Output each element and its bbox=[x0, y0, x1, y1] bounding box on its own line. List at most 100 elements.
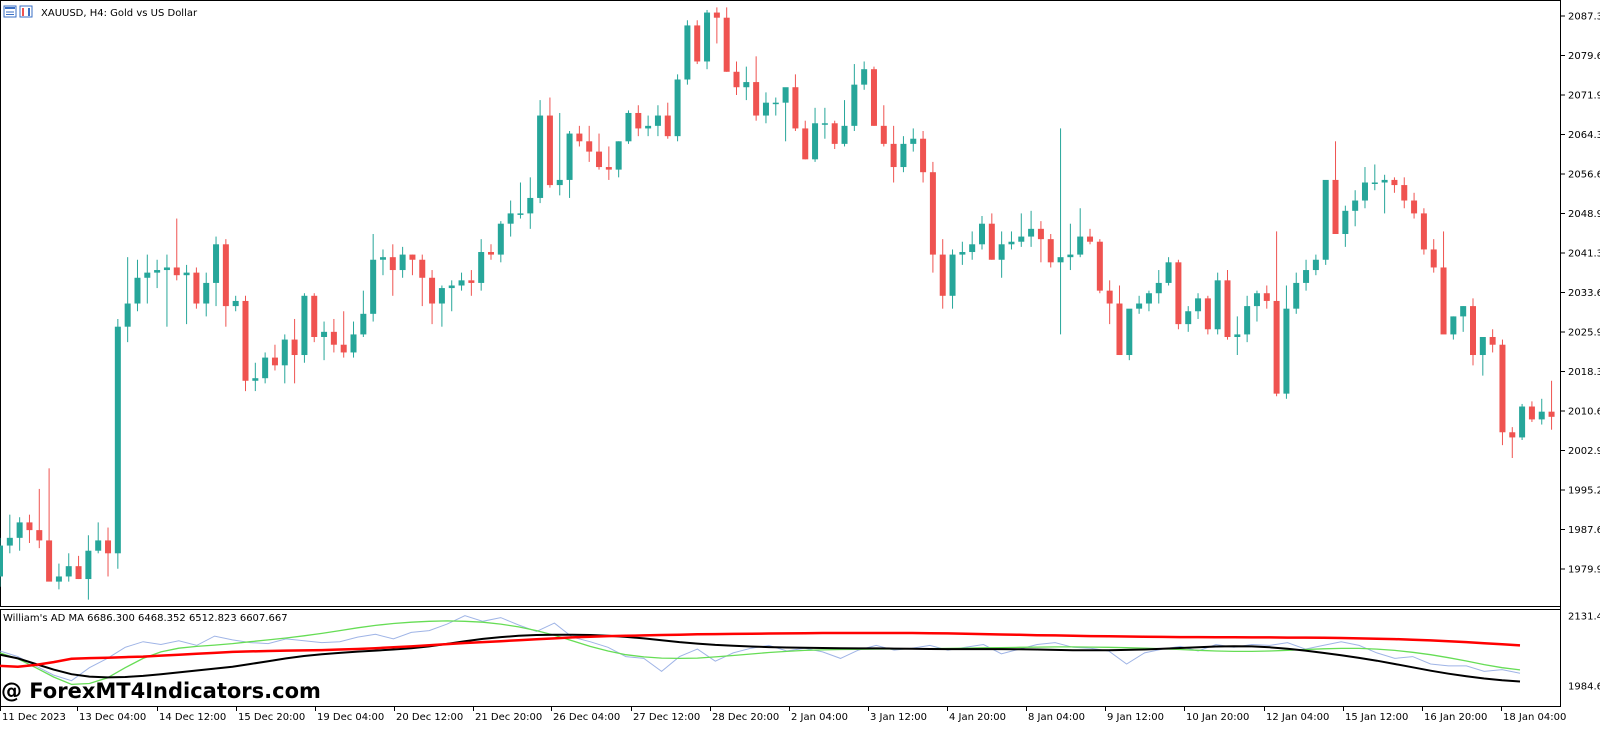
time-tick-label: 14 Dec 12:00 bbox=[159, 712, 226, 723]
candle bbox=[753, 56, 760, 121]
candle bbox=[65, 553, 72, 582]
candle bbox=[1008, 231, 1015, 250]
candle bbox=[1175, 259, 1182, 330]
candle bbox=[409, 254, 416, 276]
candle bbox=[900, 136, 907, 173]
candle bbox=[16, 517, 23, 551]
candle bbox=[704, 9, 711, 70]
candle bbox=[1548, 380, 1555, 430]
candle bbox=[1057, 128, 1064, 335]
candle bbox=[1165, 257, 1172, 286]
candle bbox=[36, 488, 43, 549]
candle bbox=[350, 321, 357, 358]
candle bbox=[203, 272, 210, 317]
candle bbox=[55, 563, 62, 590]
chart-window-icon[interactable] bbox=[3, 5, 17, 18]
candle bbox=[330, 318, 337, 353]
candle bbox=[733, 61, 740, 95]
candle bbox=[654, 105, 661, 137]
candle bbox=[772, 97, 779, 116]
candle bbox=[497, 221, 504, 263]
price-tick-label: 2025.97 bbox=[1568, 328, 1600, 339]
candle bbox=[939, 239, 946, 309]
candle bbox=[173, 218, 180, 281]
candle bbox=[694, 20, 701, 65]
candle bbox=[792, 74, 799, 131]
candle bbox=[920, 130, 927, 183]
candle bbox=[1303, 259, 1310, 291]
candle bbox=[183, 264, 190, 325]
candle bbox=[1538, 398, 1545, 425]
candle bbox=[1450, 316, 1457, 340]
candle bbox=[517, 182, 524, 219]
candle bbox=[1077, 208, 1084, 258]
candle bbox=[556, 112, 563, 196]
candle bbox=[949, 249, 956, 309]
time-tick-label: 19 Dec 04:00 bbox=[317, 712, 384, 723]
candle bbox=[1371, 164, 1378, 191]
candle bbox=[1037, 221, 1044, 263]
candle bbox=[1322, 179, 1329, 265]
candle bbox=[1312, 254, 1319, 276]
candle bbox=[880, 105, 887, 147]
candle bbox=[870, 66, 877, 126]
time-tick-label: 13 Dec 04:00 bbox=[79, 712, 146, 723]
candle bbox=[222, 239, 229, 327]
candle bbox=[379, 249, 386, 276]
indicator-tick-label: 1984.654 bbox=[1568, 682, 1600, 693]
candle bbox=[85, 535, 92, 600]
watermark: @ ForexMT4Indicators.com bbox=[1, 679, 321, 703]
candle bbox=[271, 344, 278, 371]
candle bbox=[1528, 401, 1535, 422]
time-tick-label: 3 Jan 12:00 bbox=[870, 712, 927, 723]
price-tick-label: 1979.95 bbox=[1568, 565, 1600, 576]
candle bbox=[1136, 295, 1143, 314]
price-tick-label: 2056.65 bbox=[1568, 170, 1600, 181]
candle bbox=[1028, 210, 1035, 247]
candle bbox=[1361, 167, 1368, 209]
candle bbox=[232, 295, 239, 312]
candle bbox=[782, 87, 789, 142]
candle bbox=[988, 213, 995, 260]
price-tick-label: 2002.96 bbox=[1568, 446, 1600, 457]
price-tick-label: 2064.32 bbox=[1568, 130, 1600, 141]
candle bbox=[1440, 231, 1447, 335]
candle bbox=[1126, 308, 1133, 361]
candle bbox=[1479, 336, 1486, 376]
candle bbox=[1116, 285, 1123, 356]
candle bbox=[468, 270, 475, 296]
candle bbox=[861, 61, 868, 90]
time-tick-label: 27 Dec 12:00 bbox=[633, 712, 700, 723]
candle bbox=[1499, 339, 1506, 446]
candle bbox=[1214, 272, 1221, 335]
candle bbox=[1391, 177, 1398, 193]
candle bbox=[291, 318, 298, 384]
candle bbox=[114, 318, 121, 569]
candle bbox=[370, 233, 377, 322]
price-tick-label: 2087.33 bbox=[1568, 12, 1600, 23]
candle bbox=[0, 537, 3, 587]
trading-icon[interactable] bbox=[19, 5, 33, 18]
candle bbox=[301, 293, 308, 363]
price-tick-label: 2048.98 bbox=[1568, 209, 1600, 220]
candle bbox=[969, 231, 976, 260]
candle bbox=[615, 141, 622, 178]
candle bbox=[1420, 208, 1427, 255]
candle bbox=[605, 146, 612, 180]
candle bbox=[1342, 205, 1349, 247]
candle bbox=[1067, 223, 1074, 271]
time-tick-label: 18 Jan 04:00 bbox=[1503, 712, 1566, 723]
candle bbox=[979, 215, 985, 250]
candle bbox=[1204, 295, 1211, 335]
price-tick-label: 2010.63 bbox=[1568, 407, 1600, 418]
ma-red-line bbox=[0, 631, 1521, 669]
candle bbox=[743, 66, 750, 101]
candle bbox=[1293, 272, 1300, 314]
candle bbox=[586, 125, 593, 162]
candle bbox=[1283, 285, 1290, 399]
candle bbox=[1096, 239, 1103, 294]
price-tick-label: 2041.31 bbox=[1568, 249, 1600, 260]
price-tick-label: 2033.64 bbox=[1568, 288, 1600, 299]
candle bbox=[566, 130, 573, 198]
candle bbox=[242, 295, 249, 392]
